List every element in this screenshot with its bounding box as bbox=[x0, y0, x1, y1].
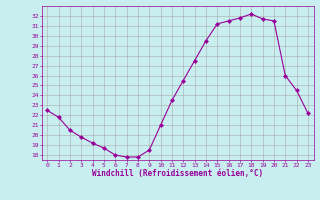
X-axis label: Windchill (Refroidissement éolien,°C): Windchill (Refroidissement éolien,°C) bbox=[92, 169, 263, 178]
